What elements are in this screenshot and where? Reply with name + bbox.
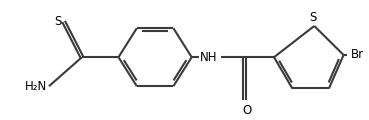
Text: Br: Br [351,48,364,61]
Text: H₂N: H₂N [25,80,47,93]
Text: NH: NH [199,51,217,64]
Text: S: S [309,11,316,24]
Text: S: S [54,15,62,28]
Text: O: O [242,104,251,117]
